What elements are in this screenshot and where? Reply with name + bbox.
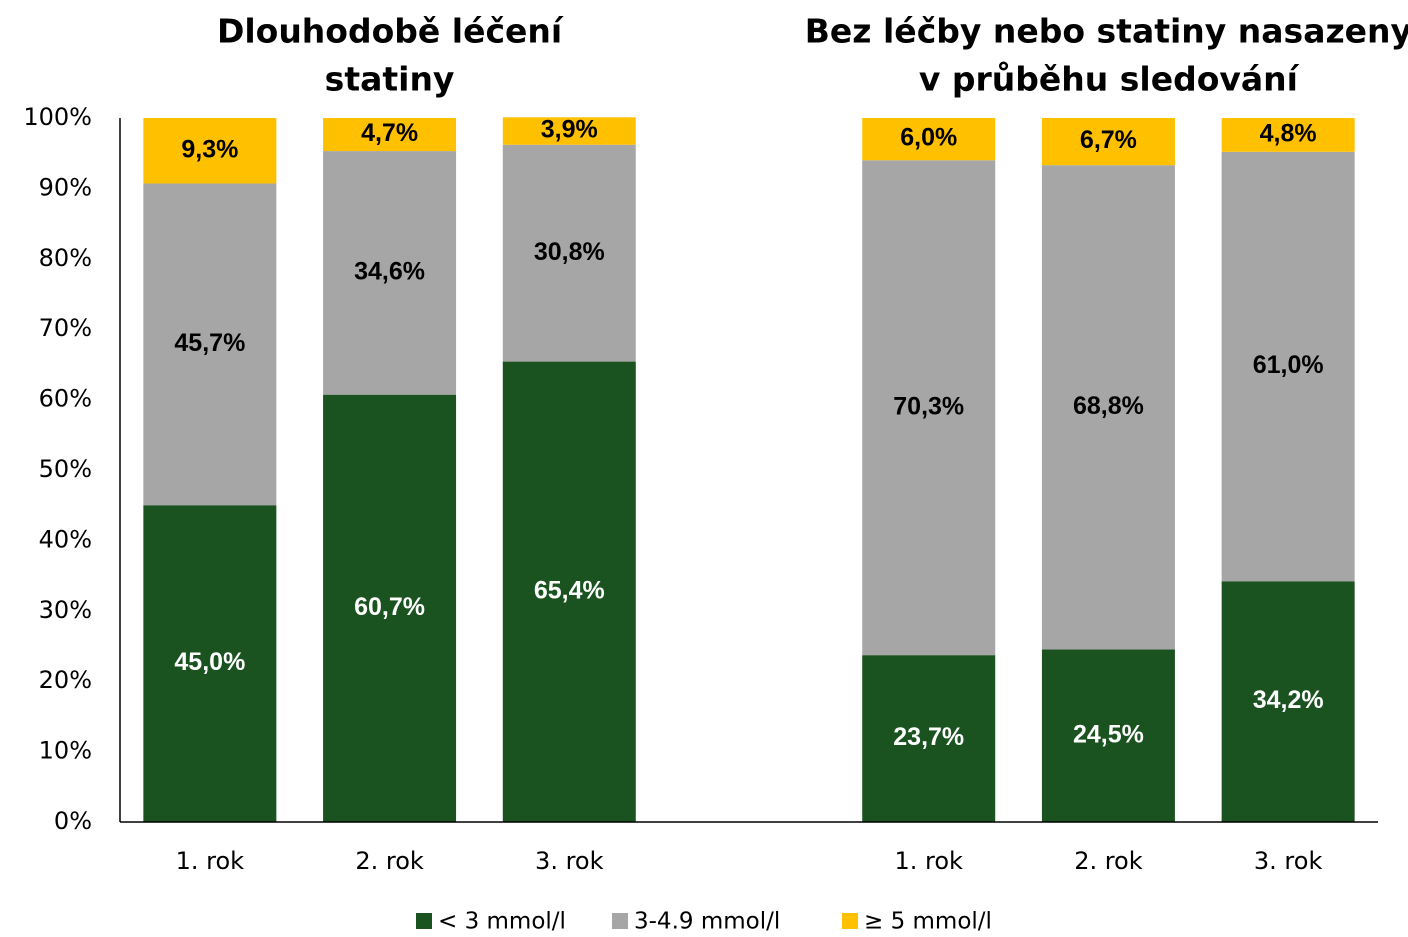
y-tick-label: 70% <box>39 314 92 342</box>
bar-segment <box>323 394 457 822</box>
bar-segment <box>323 118 457 152</box>
value-label: 4,8% <box>1260 120 1317 148</box>
x-tick-label: 1. rok <box>176 847 245 875</box>
value-label: 61,0% <box>1253 351 1324 379</box>
y-tick-label: 30% <box>39 596 92 624</box>
y-tick-label: 80% <box>39 244 92 272</box>
bar-segment <box>143 118 277 184</box>
legend-swatch <box>612 913 628 929</box>
bar-segment <box>143 505 277 822</box>
legend-swatch <box>842 913 858 929</box>
bar-segment <box>1041 165 1175 650</box>
legend-label: ≥ 5 mmol/l <box>864 909 992 935</box>
bar-segment <box>143 183 277 506</box>
value-label: 6,7% <box>1080 126 1137 154</box>
value-label: 45,0% <box>174 648 245 676</box>
x-tick-label: 3. rok <box>535 847 604 875</box>
y-tick-label: 60% <box>39 385 92 413</box>
legend: < 3 mmol/l 3-4.9 mmol/l ≥ 5 mmol/l <box>416 909 992 935</box>
bar-segment <box>323 151 457 395</box>
y-tick-label: 90% <box>39 173 92 201</box>
bar-segment <box>1221 581 1355 822</box>
value-label: 3,9% <box>541 116 598 144</box>
y-tick-label: 50% <box>39 455 92 483</box>
bar-segment <box>1041 118 1175 166</box>
value-label: 9,3% <box>181 135 238 163</box>
x-tick-label: 3. rok <box>1254 847 1323 875</box>
bar-segment <box>1041 649 1175 822</box>
bar-segment <box>502 361 636 822</box>
value-label: 68,8% <box>1073 392 1144 420</box>
y-tick-label: 0% <box>54 807 92 835</box>
x-tick-label: 2. rok <box>355 847 424 875</box>
bar-segment <box>1221 118 1355 152</box>
value-label: 60,7% <box>354 593 425 621</box>
value-label: 34,6% <box>354 257 425 285</box>
y-tick-label: 10% <box>39 737 92 765</box>
value-label: 6,0% <box>900 124 957 152</box>
legend-label: 3-4.9 mmol/l <box>634 909 780 935</box>
bar-segment <box>502 117 636 145</box>
group-title: Bez léčby nebo statiny nasazeny <box>805 12 1408 51</box>
legend-swatch <box>416 913 432 929</box>
value-label: 30,8% <box>534 238 605 266</box>
value-label: 45,7% <box>174 329 245 357</box>
x-tick-label: 2. rok <box>1074 847 1143 875</box>
legend-label: < 3 mmol/l <box>438 909 566 935</box>
bar-segment <box>502 144 636 362</box>
value-label: 34,2% <box>1253 686 1324 714</box>
y-tick-label: 40% <box>39 525 92 553</box>
group-title: Dlouhodobě léčení <box>217 12 564 51</box>
x-tick-label: 1. rok <box>894 847 963 875</box>
bar-segment <box>862 655 996 822</box>
value-label: 70,3% <box>893 392 964 420</box>
group-title: v průběhu sledování <box>919 60 1300 99</box>
value-label: 24,5% <box>1073 720 1144 748</box>
value-label: 65,4% <box>534 576 605 604</box>
value-label: 4,7% <box>361 119 418 147</box>
bar-segment <box>862 118 996 161</box>
group-title: statiny <box>325 60 455 99</box>
y-tick-label: 20% <box>39 666 92 694</box>
bar-segment <box>862 160 996 656</box>
y-tick-label: 100% <box>23 103 92 131</box>
value-label: 23,7% <box>893 723 964 751</box>
bar-segment <box>1221 151 1355 582</box>
